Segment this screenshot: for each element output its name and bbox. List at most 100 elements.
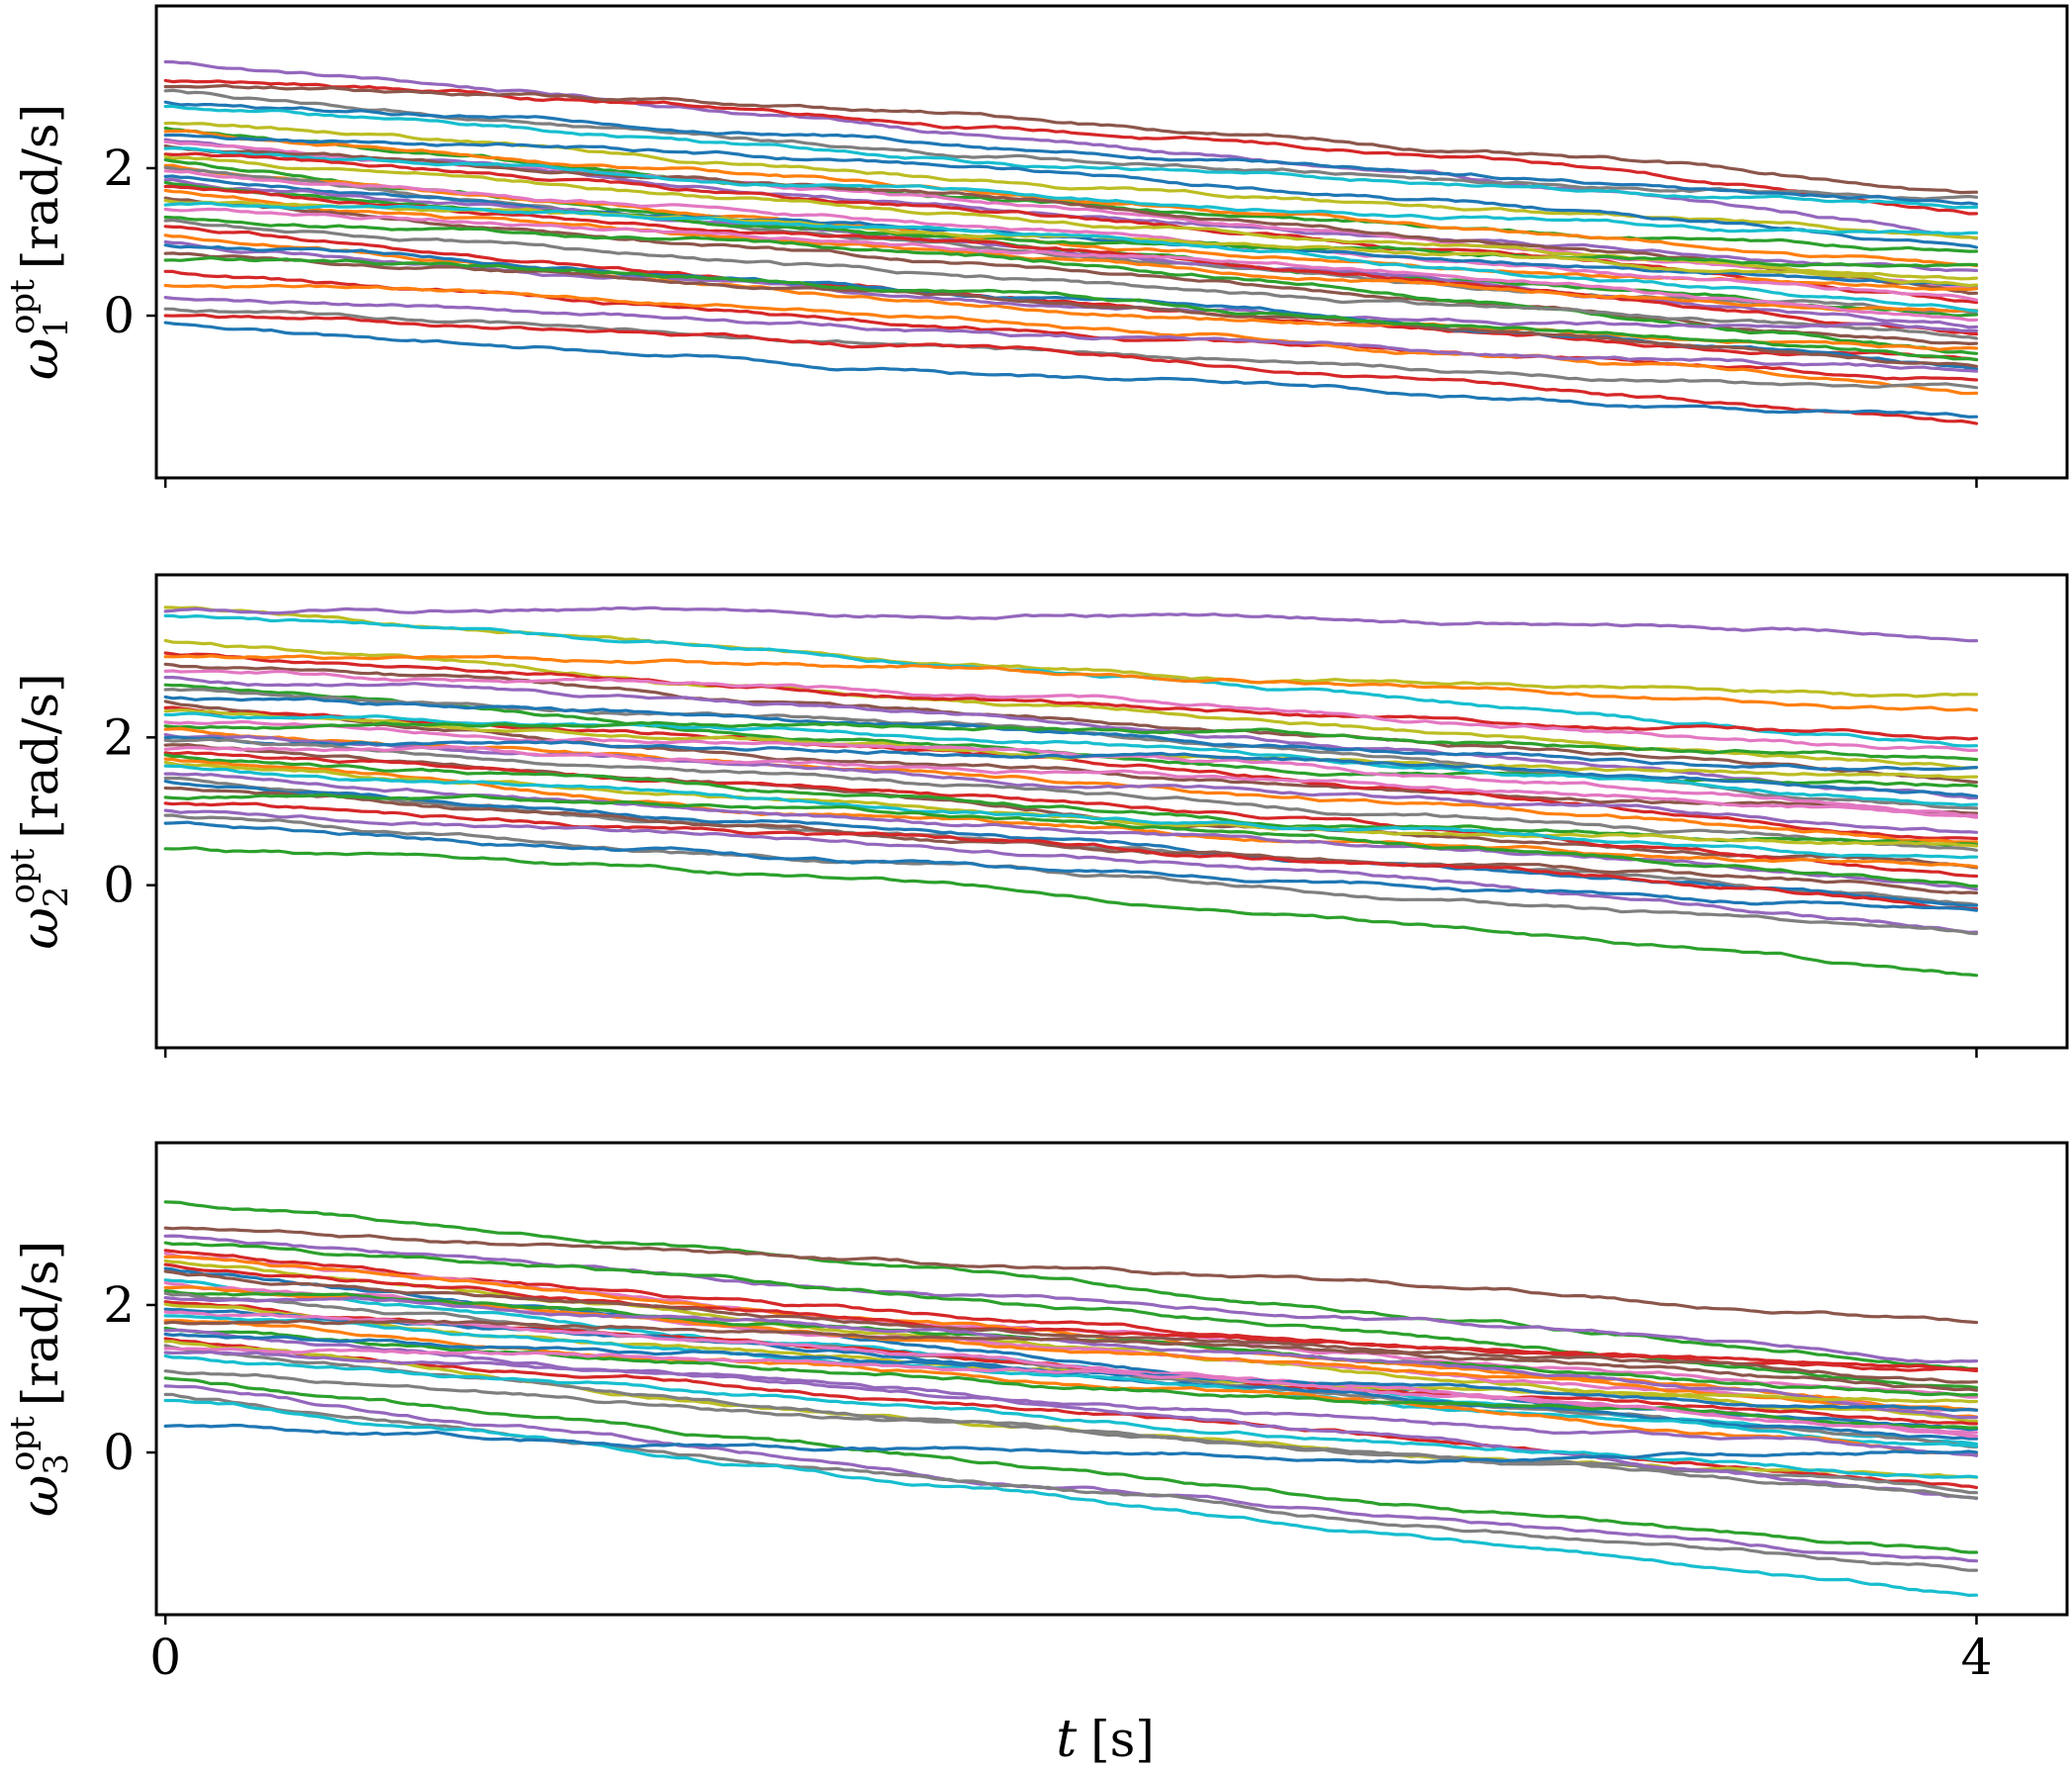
y-axis-unit: [rad/s] [12, 104, 69, 269]
x-tick-label: 4 [1961, 1629, 1993, 1686]
series-line-36 [163, 808, 1979, 935]
y-axis-subscript: 2 [37, 886, 76, 908]
series-line-31 [163, 1347, 1979, 1436]
series-line-2 [163, 606, 1979, 643]
y-axis-superscript: opt [3, 1416, 43, 1471]
series-line-17 [163, 1295, 1979, 1420]
series-line-34 [163, 793, 1979, 888]
y-axis-symbol: ω [11, 1475, 70, 1517]
series-line-8 [163, 669, 1979, 753]
x-axis-label: t [s] [1056, 1710, 1155, 1769]
series-line-32 [163, 225, 1979, 362]
series-line-36 [163, 1384, 1979, 1563]
series-line-28 [163, 1337, 1979, 1490]
series-line-11 [163, 1269, 1979, 1384]
series-line-6 [163, 654, 1979, 712]
series-line-39 [163, 1423, 1979, 1464]
series-line-22 [163, 737, 1979, 852]
series-line-38 [163, 820, 1979, 912]
series-line-1 [163, 1200, 1979, 1371]
ticks: 02 [103, 140, 1978, 488]
ticks: 0 2 0 4 [103, 1276, 1992, 1686]
series-line-25 [163, 1326, 1979, 1430]
series-line-35 [163, 801, 1979, 911]
series-line-42 [163, 313, 1979, 425]
series-line-9 [163, 1262, 1979, 1373]
series-line-25 [163, 188, 1979, 313]
series-line-28 [163, 201, 1979, 313]
series-line-14 [163, 146, 1979, 235]
series-line-18 [163, 720, 1979, 762]
series-line-26 [163, 1328, 1979, 1457]
series-line-20 [163, 169, 1979, 302]
series-line-22 [163, 1314, 1979, 1448]
x-axis-unit: [s] [1090, 1711, 1155, 1768]
series-line-33 [163, 1353, 1979, 1479]
y-tick-label: 0 [103, 857, 135, 914]
series-line-2 [163, 1226, 1979, 1325]
series-line-32 [163, 1350, 1979, 1501]
series-line-17 [163, 719, 1979, 819]
panel-omega1: 02 ω1opt[rad/s] [3, 4, 2069, 488]
series-line-24 [163, 745, 1979, 818]
series-line-2 [163, 78, 1979, 216]
series-line-25 [163, 750, 1979, 879]
y-tick-label: 0 [103, 1424, 135, 1481]
series-line-20 [163, 732, 1979, 834]
series-group [163, 59, 1979, 425]
series-line-38 [163, 1398, 1979, 1598]
series-line-3 [163, 83, 1979, 195]
series-line-4 [163, 638, 1979, 770]
series-line-39 [163, 283, 1979, 396]
y-axis-label: ω2opt [rad/s] [3, 673, 76, 949]
y-tick-label: 0 [103, 287, 135, 344]
series-line-30 [163, 215, 1979, 355]
series-line-16 [163, 711, 1979, 807]
x-tick-label: 0 [149, 1629, 181, 1686]
y-axis-label: ω3opt [rad/s] [3, 1241, 76, 1517]
series-line-5 [163, 651, 1979, 741]
series-line-29 [163, 764, 1979, 860]
series-line-24 [163, 184, 1979, 336]
y-tick-label: 2 [103, 1276, 135, 1334]
series-group [163, 606, 1979, 978]
y-tick-label: 2 [103, 140, 135, 197]
x-axis-symbol: t [1056, 1710, 1077, 1769]
series-line-39 [163, 846, 1979, 978]
panel-omega3: 0 2 0 4 ω3opt [rad/s] [3, 1141, 2069, 1686]
y-axis-subscript: 1 [37, 317, 76, 338]
y-axis-symbol: ω [11, 907, 70, 949]
y-tick-label: 2 [103, 708, 135, 766]
series-line-7 [163, 662, 1979, 785]
y-axis-symbol: ω [11, 338, 70, 380]
axes-frame [154, 1141, 2069, 1617]
series-line-37 [163, 813, 1979, 936]
series-line-3 [163, 1234, 1979, 1364]
series-line-5 [163, 100, 1979, 206]
ticks: 02 [103, 708, 1978, 1058]
y-axis-unit: [rad/s] [12, 1241, 69, 1406]
series-line-24 [163, 1319, 1979, 1392]
y-axis-label: ω1opt [rad/s] [3, 104, 76, 380]
axes-frame [154, 4, 2069, 480]
series-line-22 [163, 177, 1979, 329]
series-line-40 [163, 296, 1979, 373]
series-line-34 [163, 1369, 1979, 1500]
series-line-1 [163, 59, 1979, 240]
y-axis-unit: [rad/s] [12, 673, 69, 838]
series-line-1 [163, 606, 1979, 699]
series-line-35 [163, 1376, 1979, 1554]
y-axis-superscript: opt [3, 279, 43, 334]
series-line-12 [163, 695, 1979, 772]
series-line-10 [163, 133, 1979, 249]
series-line-36 [163, 251, 1979, 368]
series-line-29 [163, 207, 1979, 323]
panel-omega2: 02 ω2opt[rad/s] [3, 573, 2069, 1058]
series-line-33 [163, 786, 1979, 895]
series-line-43 [163, 321, 1979, 419]
series-line-21 [163, 735, 1979, 798]
series-line-37 [163, 255, 1979, 362]
series-line-6 [163, 104, 1979, 210]
series-line-4 [163, 88, 1979, 201]
